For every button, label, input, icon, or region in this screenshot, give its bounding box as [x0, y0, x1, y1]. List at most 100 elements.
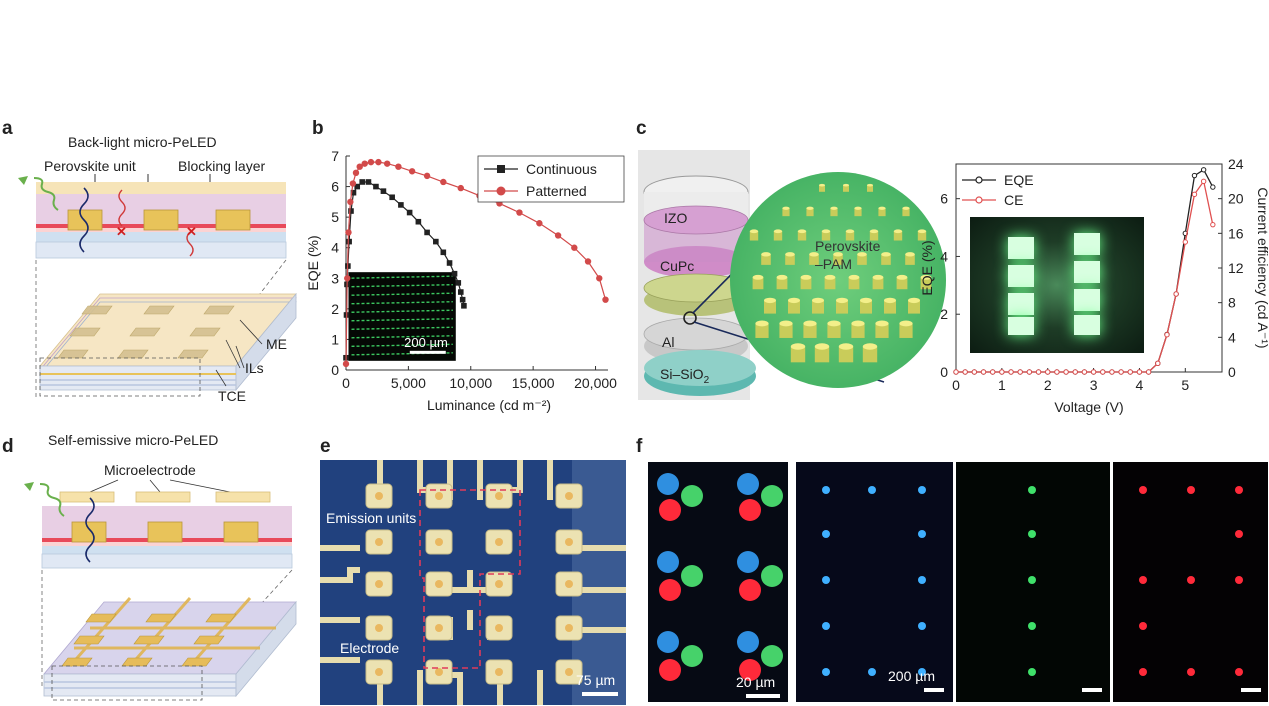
y-tick-label: 2 — [331, 301, 339, 317]
y-right-tick-label: 0 — [1228, 364, 1236, 380]
data-point-continuous — [415, 218, 422, 225]
legend-marker — [975, 196, 983, 204]
device-emission-photo — [970, 217, 1144, 353]
perovskite-pillar-top — [782, 206, 790, 210]
electrode-micrograph-pattern — [320, 460, 626, 705]
perovskite-pillar-top — [788, 297, 800, 304]
perovskite-pillar-top — [896, 274, 908, 280]
izo-label: IZO — [664, 210, 688, 226]
perovskite-pillar — [905, 254, 915, 265]
x-tick-label: 0 — [342, 375, 350, 391]
perovskite-pillar-top — [920, 274, 932, 280]
perovskite-pillar-top — [803, 320, 817, 327]
data-point-continuous — [433, 238, 439, 245]
data-point-patterned — [516, 209, 523, 216]
perovskite-pillar — [878, 208, 886, 217]
perovskite-pillar — [776, 277, 788, 290]
y-tick-label: 3 — [331, 270, 339, 286]
perovskite-pillar — [920, 277, 932, 290]
x-tick-label: 10,000 — [449, 375, 492, 391]
inset-stripe — [351, 283, 453, 288]
perovskite-pillar-top — [814, 343, 830, 350]
y-right-tick-label: 20 — [1228, 191, 1244, 207]
data-point-continuous — [380, 188, 387, 194]
data-point-patterned — [342, 360, 350, 368]
data-point-ce — [1090, 369, 1097, 375]
ils-label: ILs — [245, 360, 264, 376]
data-point-continuous — [461, 303, 467, 309]
perovskite-pillar — [790, 346, 806, 363]
y-tick-label: 7 — [331, 148, 339, 164]
blue-emission-array: 200 µm — [796, 462, 953, 702]
perovskite-pillar — [821, 231, 831, 241]
panel-label-d: d — [2, 436, 14, 457]
inset-stripe — [351, 326, 453, 330]
data-point-ce — [953, 369, 959, 375]
al-label: Al — [662, 334, 675, 350]
perovskite-pillar — [860, 300, 872, 314]
emission-units-label: Emission units — [326, 510, 417, 526]
data-point-continuous — [389, 194, 395, 201]
si-sio2-label: Si–SiO2 — [660, 366, 709, 386]
y-axis-title: EQE (%) — [919, 240, 935, 295]
perovskite-pillar-top — [800, 274, 812, 280]
data-point-patterned — [347, 198, 354, 206]
perovskite-pillar — [827, 323, 841, 338]
perovskite-pillar-top — [776, 274, 788, 280]
data-point-continuous — [406, 209, 413, 216]
data-point-ce — [999, 369, 1005, 375]
perovskite-unit — [143, 209, 179, 231]
data-point-patterned — [367, 158, 375, 166]
y-right-tick-label: 12 — [1228, 260, 1244, 276]
x-tick-label: 0 — [952, 377, 960, 393]
data-point-ce — [1164, 332, 1170, 338]
perovskite-pillars — [749, 183, 932, 363]
perovskite-pillar — [845, 231, 855, 241]
perovskite-pillar — [862, 346, 878, 363]
data-point-patterned — [345, 229, 352, 236]
x-tick-label: 2 — [1044, 377, 1052, 393]
y-tick-label: 0 — [331, 362, 339, 378]
data-point-ce — [971, 369, 978, 375]
data-point-eqe — [1210, 184, 1216, 190]
data-point-patterned — [408, 168, 416, 175]
perovskite-pillar — [857, 254, 867, 265]
perovskite-pillar — [788, 300, 800, 314]
perovskite-pillar-top — [833, 252, 843, 257]
inset-stripe — [351, 301, 453, 305]
data-point-ce — [1063, 369, 1069, 375]
inset-stripe — [351, 343, 453, 348]
x-tick-label: 5 — [1181, 377, 1189, 393]
data-point-ce — [1182, 239, 1189, 245]
perovskite-pillar — [908, 300, 920, 314]
perovskite-pillar-top — [884, 297, 896, 304]
panel-f-scalebar-3 — [1082, 688, 1102, 692]
perovskite-pillar-top — [893, 229, 903, 234]
data-point-continuous — [424, 229, 430, 236]
data-point-patterned — [395, 163, 402, 170]
perovskite-pillar — [830, 208, 838, 217]
legend-marker — [496, 186, 506, 196]
panel-e-scalebar-label: 75 µm — [576, 672, 616, 688]
perovskite-pillar-top — [860, 297, 872, 304]
perovskite-pillar — [749, 231, 759, 241]
perovskite-pillar — [867, 185, 873, 192]
x-tick-label: 4 — [1136, 377, 1144, 393]
y-right-tick-label: 16 — [1228, 225, 1244, 241]
perovskite-unit — [215, 209, 251, 231]
data-point-ce — [980, 369, 987, 375]
data-point-ce — [1173, 291, 1179, 297]
perovskite-pillar-top — [785, 252, 795, 257]
perovskite-pillar — [752, 277, 764, 290]
data-point-ce — [1100, 369, 1106, 375]
data-point-continuous — [373, 183, 379, 190]
perovskite-pillar — [869, 231, 879, 241]
perovskite-pillar-top — [806, 206, 814, 210]
inset-image — [348, 272, 456, 361]
data-point-patterned — [375, 158, 382, 166]
perovskite-pillar — [917, 231, 927, 241]
electrode-label: Electrode — [340, 640, 400, 656]
perovskite-pillar-top — [878, 206, 886, 210]
y-axis-title: EQE (%) — [305, 235, 321, 290]
